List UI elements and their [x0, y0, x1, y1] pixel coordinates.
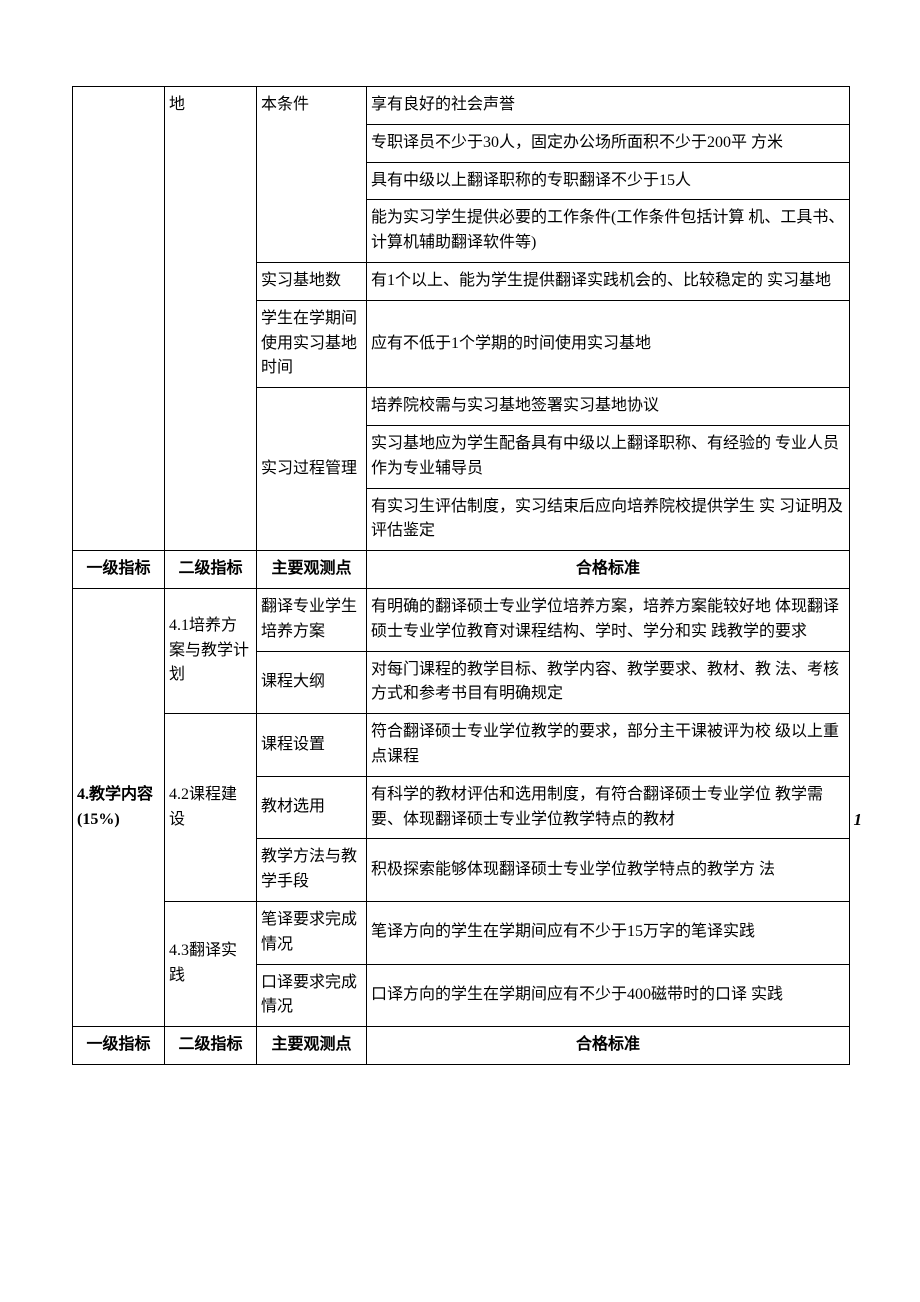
process-row-0: 培养院校需与实习基地签署实习基地协议 — [367, 388, 850, 426]
header-c2: 二级指标 — [165, 551, 257, 589]
header2-c2: 二级指标 — [165, 1027, 257, 1065]
setup-label: 课程设置 — [257, 714, 367, 777]
sec43-label: 4.3翻译实践 — [165, 901, 257, 1026]
basic-cond-row-3: 能为实习学生提供必要的工作条件(工作条件包括计算 机、工具书、计算机辅助翻译软件… — [367, 200, 850, 263]
top-col2: 地 — [165, 87, 257, 551]
base-count-label: 实习基地数 — [257, 262, 367, 300]
basic-cond-row-1: 专职译员不少于30人，固定办公场所面积不少于200平 方米 — [367, 124, 850, 162]
oral-label: 口译要求完成情况 — [257, 964, 367, 1027]
textbook-text: 有科学的教材评估和选用制度，有符合翻译硕士专业学位 教学需要、体现翻译硕士专业学… — [367, 776, 850, 839]
outline-text: 对每门课程的教学目标、教学内容、教学要求、教材、教 法、考核方式和参考书目有明确… — [367, 651, 850, 714]
header2-c3: 主要观测点 — [257, 1027, 367, 1065]
header-c1: 一级指标 — [73, 551, 165, 589]
basic-cond-row-0: 享有良好的社会声誉 — [367, 87, 850, 125]
oral-text: 口译方向的学生在学期间应有不少于400磁带时的口译 实践 — [367, 964, 850, 1027]
plan-label: 翻译专业学生培养方案 — [257, 588, 367, 651]
sec41-label: 4.1培养方案与教学计划 — [165, 588, 257, 713]
process-label: 实习过程管理 — [257, 388, 367, 551]
outline-label: 课程大纲 — [257, 651, 367, 714]
textbook-label: 教材选用 — [257, 776, 367, 839]
plan-text: 有明确的翻译硕士专业学位培养方案，培养方案能较好地 体现翻译硕士专业学位教育对课… — [367, 588, 850, 651]
header-c3: 主要观测点 — [257, 551, 367, 589]
basic-cond-label: 本条件 — [257, 87, 367, 263]
header2-c1: 一级指标 — [73, 1027, 165, 1065]
use-time-text: 应有不低于1个学期的时间使用实习基地 — [367, 300, 850, 387]
use-time-label: 学生在学期间使用实习基地时间 — [257, 300, 367, 387]
top-col1 — [73, 87, 165, 551]
written-label: 笔译要求完成情况 — [257, 901, 367, 964]
setup-text: 符合翻译硕士专业学位教学的要求，部分主干课被评为校 级以上重点课程 — [367, 714, 850, 777]
page-number: 1 — [854, 810, 863, 830]
process-row-1: 实习基地应为学生配备具有中级以上翻译职称、有经验的 专业人员作为专业辅导员 — [367, 425, 850, 488]
basic-cond-row-2: 具有中级以上翻译职称的专职翻译不少于15人 — [367, 162, 850, 200]
written-text: 笔译方向的学生在学期间应有不少于15万字的笔译实践 — [367, 901, 850, 964]
evaluation-table: 地 本条件 享有良好的社会声誉 专职译员不少于30人，固定办公场所面积不少于20… — [72, 86, 850, 1065]
header2-c4: 合格标准 — [367, 1027, 850, 1065]
process-row-2: 有实习生评估制度，实习结束后应向培养院校提供学生 实 习证明及评估鉴定 — [367, 488, 850, 551]
header-c4: 合格标准 — [367, 551, 850, 589]
base-count-text: 有1个以上、能为学生提供翻译实践机会的、比较稳定的 实习基地 — [367, 262, 850, 300]
sec4-title: 4.教学内容(15%) — [73, 588, 165, 1026]
method-label: 教学方法与教学手段 — [257, 839, 367, 902]
sec42-label: 4.2课程建设 — [165, 714, 257, 902]
method-text: 积极探索能够体现翻译硕士专业学位教学特点的教学方 法 — [367, 839, 850, 902]
